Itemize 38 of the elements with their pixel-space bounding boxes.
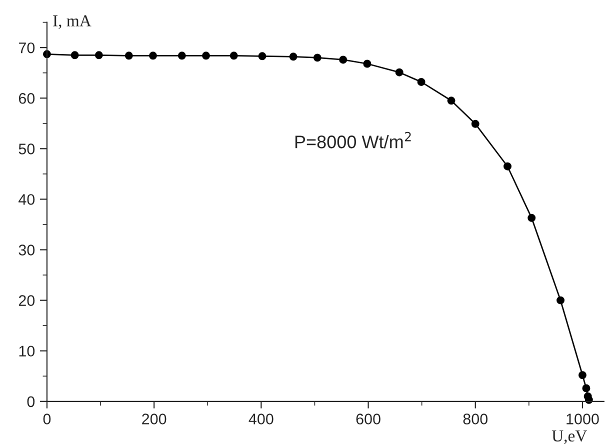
point xyxy=(124,52,133,60)
point xyxy=(339,56,348,64)
y-tick-label: 30 xyxy=(18,244,35,256)
x-tick-label: 0 xyxy=(43,414,51,424)
annotation: P=8000 Wt/m$^{2}$ xyxy=(295,132,411,148)
y-axis-title: I, mA xyxy=(53,15,92,29)
point xyxy=(202,52,210,60)
point xyxy=(70,51,79,60)
y-tick-label: 10 xyxy=(19,346,35,357)
point xyxy=(258,52,266,60)
point xyxy=(94,51,103,60)
point xyxy=(313,54,322,62)
point xyxy=(582,384,590,392)
point xyxy=(230,52,238,60)
x-tick-label: 1000 xyxy=(566,414,599,424)
point xyxy=(178,52,186,60)
point xyxy=(395,68,404,76)
point xyxy=(471,120,480,128)
x-tick-label: 200 xyxy=(142,414,166,424)
y-tick-label: 0 xyxy=(27,396,35,408)
point xyxy=(289,52,298,61)
x-axis-title: U,eV xyxy=(552,430,588,444)
y-tick-label: 70 xyxy=(18,42,35,54)
y-tick-label: 40 xyxy=(18,194,35,205)
point xyxy=(149,52,157,60)
point xyxy=(447,96,456,105)
point xyxy=(556,296,565,304)
point xyxy=(363,60,372,68)
point xyxy=(528,214,536,222)
x-tick-label: 800 xyxy=(463,414,488,424)
point xyxy=(417,78,426,86)
y-tick-label: 50 xyxy=(18,144,35,154)
x-tick-label: 600 xyxy=(356,414,380,424)
point xyxy=(504,162,512,170)
x-tick-label: 400 xyxy=(248,414,274,424)
point xyxy=(578,371,586,380)
y-tick-label: 60 xyxy=(18,92,35,104)
y-tick-label: 20 xyxy=(18,295,35,306)
